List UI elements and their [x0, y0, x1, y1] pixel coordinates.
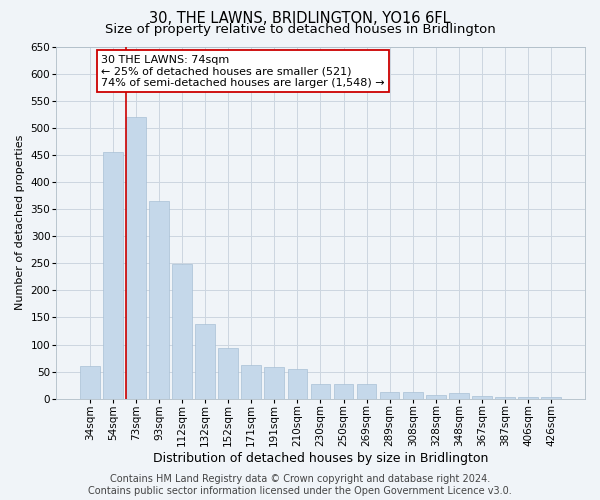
- Bar: [518, 396, 538, 399]
- Text: Size of property relative to detached houses in Bridlington: Size of property relative to detached ho…: [104, 23, 496, 36]
- Bar: [287, 369, 307, 399]
- Text: 30, THE LAWNS, BRIDLINGTON, YO16 6FL: 30, THE LAWNS, BRIDLINGTON, YO16 6FL: [149, 11, 451, 26]
- Bar: [218, 348, 238, 399]
- Text: Contains HM Land Registry data © Crown copyright and database right 2024.
Contai: Contains HM Land Registry data © Crown c…: [88, 474, 512, 496]
- Bar: [103, 152, 122, 399]
- Bar: [380, 392, 400, 399]
- X-axis label: Distribution of detached houses by size in Bridlington: Distribution of detached houses by size …: [153, 452, 488, 465]
- Bar: [195, 324, 215, 399]
- Bar: [495, 397, 515, 399]
- Bar: [357, 384, 376, 399]
- Bar: [172, 264, 192, 399]
- Bar: [541, 397, 561, 399]
- Bar: [149, 201, 169, 399]
- Bar: [449, 394, 469, 399]
- Text: 30 THE LAWNS: 74sqm
← 25% of detached houses are smaller (521)
74% of semi-detac: 30 THE LAWNS: 74sqm ← 25% of detached ho…: [101, 54, 385, 88]
- Bar: [403, 392, 422, 399]
- Bar: [311, 384, 330, 399]
- Bar: [265, 368, 284, 399]
- Y-axis label: Number of detached properties: Number of detached properties: [15, 135, 25, 310]
- Bar: [126, 117, 146, 399]
- Bar: [241, 365, 261, 399]
- Bar: [80, 366, 100, 399]
- Bar: [472, 396, 492, 399]
- Bar: [334, 384, 353, 399]
- Bar: [426, 395, 446, 399]
